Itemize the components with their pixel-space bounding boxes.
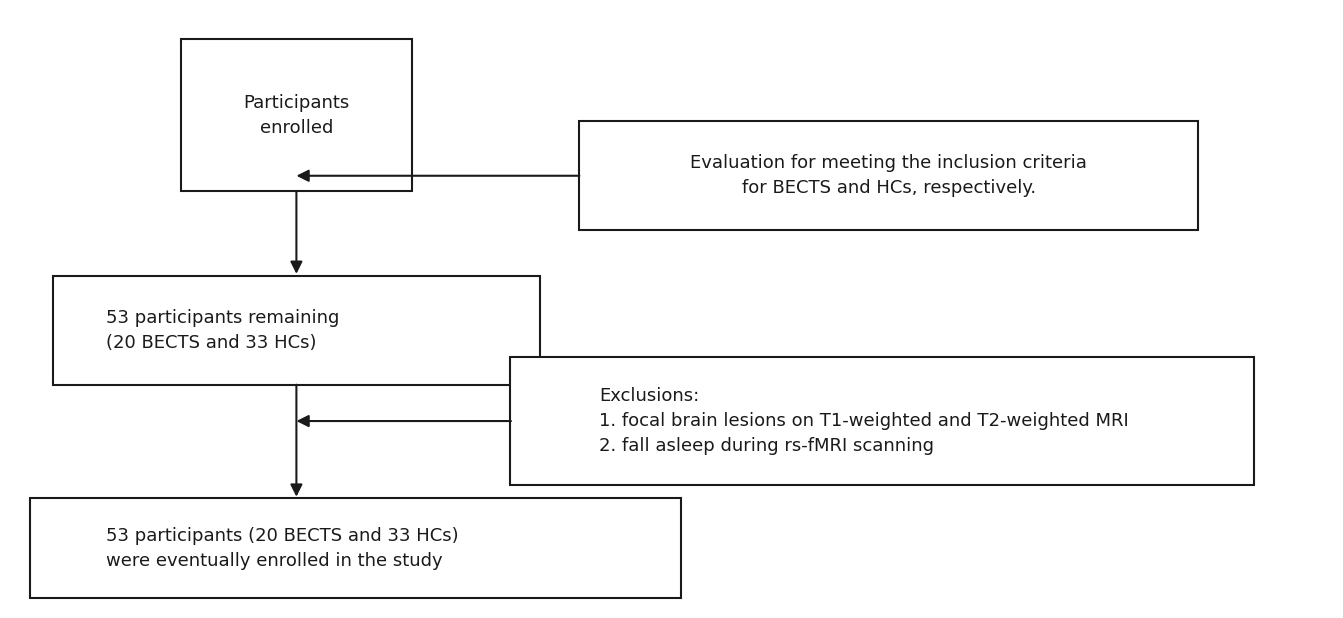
Text: 53 participants (20 BECTS and 33 HCs)
were eventually enrolled in the study: 53 participants (20 BECTS and 33 HCs) we… — [106, 527, 458, 570]
Text: Evaluation for meeting the inclusion criteria
for BECTS and HCs, respectively.: Evaluation for meeting the inclusion cri… — [690, 154, 1086, 197]
Text: Participants
enrolled: Participants enrolled — [243, 94, 349, 137]
Bar — [181, 40, 411, 191]
Bar — [510, 357, 1254, 485]
Text: Exclusions:
1. focal brain lesions on T1-weighted and T2-weighted MRI
2. fall as: Exclusions: 1. focal brain lesions on T1… — [599, 387, 1129, 455]
Bar — [579, 121, 1198, 231]
Text: 53 participants remaining
(20 BECTS and 33 HCs): 53 participants remaining (20 BECTS and … — [106, 309, 338, 352]
Bar — [30, 498, 681, 598]
Bar — [52, 276, 540, 384]
